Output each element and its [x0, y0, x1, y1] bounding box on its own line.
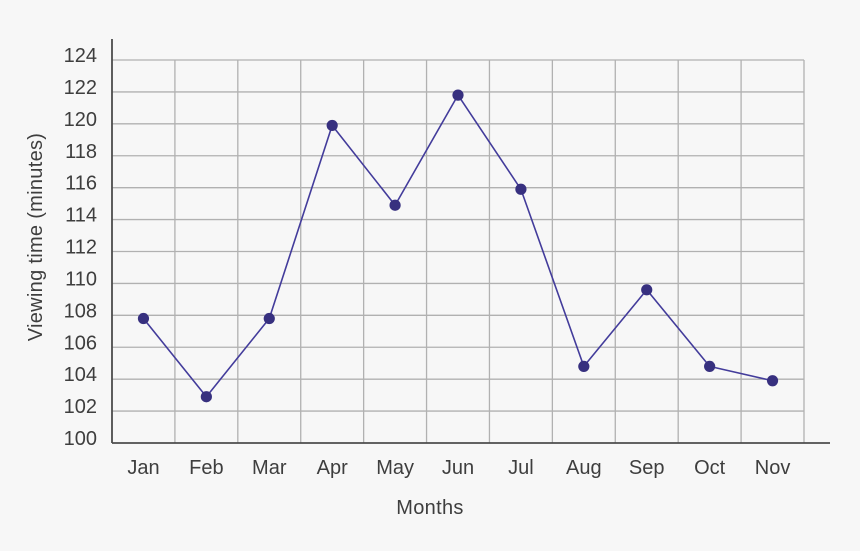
y-tick-label: 122	[64, 77, 97, 99]
x-axis-title: Months	[396, 497, 464, 519]
x-tick-label: Jul	[508, 457, 534, 479]
y-tick-label: 112	[65, 237, 97, 259]
y-tick-label: 118	[65, 141, 97, 163]
y-tick-label: 108	[64, 300, 97, 322]
data-point	[263, 312, 275, 325]
y-axis-title: Viewing time (minutes)	[25, 132, 47, 342]
x-tick-label: Nov	[755, 457, 791, 479]
x-tick-label: Sep	[629, 457, 665, 479]
x-tick-label: Oct	[694, 457, 726, 479]
data-point	[326, 119, 338, 132]
data-point	[452, 89, 464, 101]
data-point	[578, 360, 590, 372]
data-point	[515, 183, 527, 195]
x-tick-label: Jun	[442, 457, 474, 479]
data-point	[200, 391, 212, 403]
x-tick-label: Apr	[317, 457, 348, 479]
y-tick-label: 106	[64, 332, 97, 354]
data-point	[766, 375, 779, 387]
x-tick-label: Aug	[566, 457, 602, 479]
x-tick-label: Jan	[127, 457, 159, 479]
y-tick-label: 102	[64, 396, 97, 418]
y-tick-label: 124	[64, 45, 97, 67]
y-tick-label: 110	[65, 268, 97, 290]
x-tick-label: Mar	[252, 457, 287, 479]
data-point	[137, 312, 150, 325]
y-tick-label: 114	[65, 205, 97, 227]
data-point	[389, 199, 401, 211]
x-tick-label: Feb	[189, 457, 223, 479]
y-tick-label: 116	[65, 173, 97, 195]
y-tick-label: 100	[64, 428, 97, 450]
data-point	[704, 360, 716, 372]
x-tick-label: May	[376, 457, 414, 479]
data-point	[641, 284, 653, 296]
y-tick-label: 104	[64, 364, 97, 386]
y-tick-label: 120	[64, 109, 97, 131]
